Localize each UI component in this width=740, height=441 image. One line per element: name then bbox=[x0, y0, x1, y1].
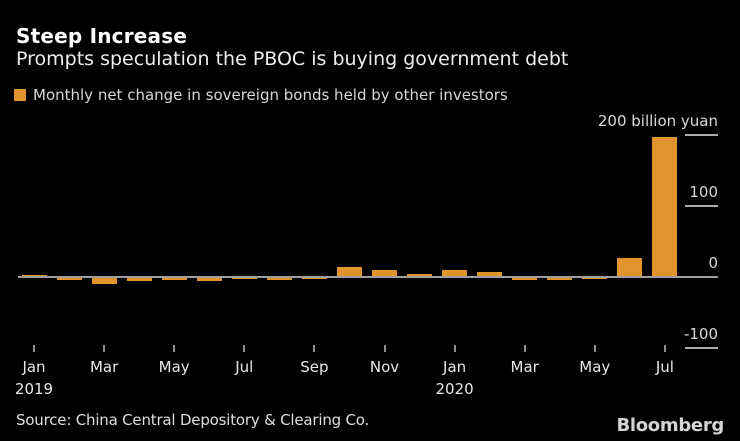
y-tick-label-200: 200 billion yuan bbox=[597, 112, 718, 130]
x-tick-mark-may bbox=[593, 345, 596, 352]
gridline-200 bbox=[685, 134, 718, 136]
chart-subtitle: Prompts speculation the PBOC is buying g… bbox=[16, 48, 569, 70]
x-tick-label-jul: Jul bbox=[235, 358, 254, 376]
bar-jan-2019 bbox=[21, 274, 47, 276]
bloomberg-logo: Bloomberg bbox=[616, 415, 724, 436]
year-label-2019: 2019 bbox=[14, 380, 54, 398]
source-text: Source: China Central Depository & Clear… bbox=[16, 411, 370, 429]
x-tick-mark-mar bbox=[523, 345, 526, 352]
x-tick-mark-jan2020 bbox=[453, 345, 456, 352]
gridline--100 bbox=[685, 347, 718, 349]
bar-may-2020 bbox=[582, 278, 608, 280]
y-tick-label-0: 0 bbox=[708, 254, 718, 272]
x-tick-label-jul: Jul bbox=[655, 358, 674, 376]
bar-aug-2019 bbox=[266, 278, 292, 281]
x-tick-label-may: May bbox=[158, 358, 190, 376]
bar-jul-2019 bbox=[231, 278, 257, 280]
bar-jan-2020 bbox=[442, 269, 468, 276]
bar-jun-2019 bbox=[196, 278, 222, 281]
x-tick-label-sep: Sep bbox=[300, 358, 329, 376]
legend-swatch-icon bbox=[14, 89, 26, 101]
bar-may-2019 bbox=[161, 278, 187, 281]
x-tick-label-mar: Mar bbox=[89, 358, 119, 376]
bar-mar-2019 bbox=[91, 278, 117, 284]
x-tick-label-nov: Nov bbox=[369, 358, 400, 376]
chart-title: Steep Increase bbox=[16, 24, 188, 48]
bar-feb-2019 bbox=[56, 278, 82, 281]
gridline-100 bbox=[685, 205, 718, 207]
x-tick-mark-jan2019 bbox=[33, 345, 35, 352]
y-tick-label-100: 100 bbox=[689, 183, 718, 201]
bar-dec-2019 bbox=[407, 273, 433, 276]
x-tick-label-jan2019: Jan bbox=[22, 358, 46, 376]
bar-jun-2020 bbox=[617, 258, 643, 276]
legend: Monthly net change in sovereign bonds he… bbox=[14, 86, 508, 104]
x-tick-mark-jul bbox=[243, 345, 246, 352]
zero-axis-line bbox=[18, 276, 718, 278]
bar-apr-2019 bbox=[126, 278, 152, 281]
bar-mar-2020 bbox=[512, 278, 538, 281]
legend-label: Monthly net change in sovereign bonds he… bbox=[33, 86, 508, 104]
x-tick-label-jan2020: Jan bbox=[443, 358, 467, 376]
year-label-2020: 2020 bbox=[435, 380, 474, 398]
bar-jul-2020 bbox=[652, 136, 678, 276]
x-tick-mark-nov bbox=[383, 345, 386, 352]
bar-nov-2019 bbox=[372, 270, 397, 276]
x-tick-label-may: May bbox=[579, 358, 611, 376]
bar-apr-2020 bbox=[547, 278, 573, 281]
y-tick-label--100: -100 bbox=[683, 325, 718, 343]
x-tick-mark-jul bbox=[663, 345, 666, 352]
x-tick-label-mar: Mar bbox=[510, 358, 539, 376]
x-tick-mark-mar bbox=[103, 345, 106, 352]
x-tick-mark-sep bbox=[313, 345, 316, 352]
bar-sep-2019 bbox=[301, 278, 327, 280]
bar-feb-2020 bbox=[477, 272, 503, 276]
x-tick-mark-may bbox=[173, 345, 176, 352]
bar-oct-2019 bbox=[336, 266, 362, 276]
